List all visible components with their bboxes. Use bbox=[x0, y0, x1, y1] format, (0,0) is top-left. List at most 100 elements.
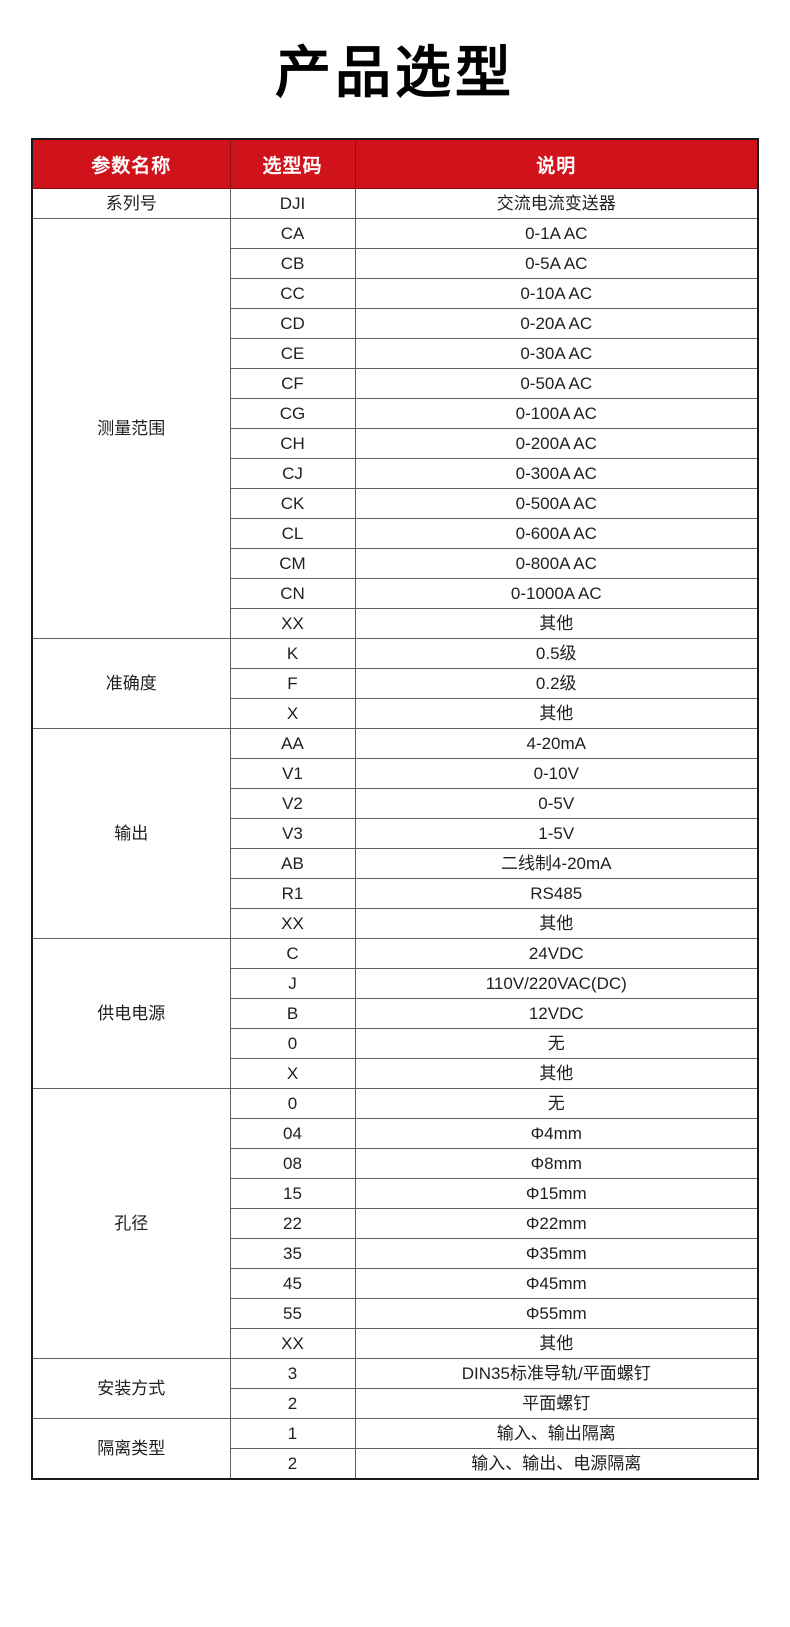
description-cell: 交流电流变送器 bbox=[354, 188, 759, 220]
table-row: AB 二线制4-20mA bbox=[32, 848, 759, 880]
table-row: 孔径 0 无 bbox=[31, 1088, 759, 1360]
selection-code-cell: CA bbox=[229, 218, 356, 250]
description-cell: 1-5V bbox=[354, 818, 759, 850]
table-row: CD 0-20A AC bbox=[32, 308, 759, 340]
table-row: 35 Φ35mm bbox=[32, 1238, 759, 1270]
table-row: CB 0-5A AC bbox=[32, 248, 759, 280]
param-name-cell: 系列号 bbox=[31, 188, 231, 220]
table-row: 输出 AA 4-20mA bbox=[31, 728, 759, 940]
description-cell: 0-50A AC bbox=[354, 368, 759, 400]
selection-code-cell: 15 bbox=[229, 1178, 356, 1210]
selection-code-cell: 1 bbox=[229, 1418, 356, 1450]
table-row: R1 RS485 bbox=[32, 878, 759, 910]
selection-code-cell: 22 bbox=[229, 1208, 356, 1240]
selection-code-cell: AB bbox=[229, 848, 356, 880]
table-row: 准确度 K 0.5级 bbox=[31, 638, 759, 730]
selection-code-cell: CC bbox=[229, 278, 356, 310]
selection-code-cell: CB bbox=[229, 248, 356, 280]
selection-code-cell: 0 bbox=[229, 1028, 356, 1060]
description-cell: 其他 bbox=[354, 1328, 759, 1360]
param-name-cell: 隔离类型 bbox=[31, 1418, 231, 1480]
table-row: J 110V/220VAC(DC) bbox=[32, 968, 759, 1000]
description-cell: 平面螺钉 bbox=[354, 1388, 759, 1420]
param-name-cell: 安装方式 bbox=[31, 1358, 231, 1420]
selection-code-cell: 08 bbox=[229, 1148, 356, 1180]
selection-code-cell: CN bbox=[229, 578, 356, 610]
table-row: 隔离类型 1 输入、输出隔离 bbox=[31, 1418, 759, 1480]
table-row: B 12VDC bbox=[32, 998, 759, 1030]
description-cell: 0-500A AC bbox=[354, 488, 759, 520]
param-name-cell: 测量范围 bbox=[31, 218, 231, 640]
description-cell: 0-10A AC bbox=[354, 278, 759, 310]
param-name-cell: 孔径 bbox=[31, 1088, 231, 1360]
table-row: X 其他 bbox=[32, 1058, 759, 1090]
selection-code-cell: XX bbox=[229, 908, 356, 940]
table-row: CJ 0-300A AC bbox=[32, 458, 759, 490]
description-cell: 其他 bbox=[354, 608, 759, 640]
table-row: CH 0-200A AC bbox=[32, 428, 759, 460]
table-row: 测量范围 CA 0-1A AC bbox=[31, 218, 759, 640]
table-row: 04 Φ4mm bbox=[32, 1118, 759, 1150]
description-cell: Φ55mm bbox=[354, 1298, 759, 1330]
description-cell: 110V/220VAC(DC) bbox=[354, 968, 759, 1000]
description-cell: Φ22mm bbox=[354, 1208, 759, 1240]
param-name-cell: 供电电源 bbox=[31, 938, 231, 1090]
selection-code-cell: XX bbox=[229, 1328, 356, 1360]
description-cell: DIN35标准导轨/平面螺钉 bbox=[354, 1358, 759, 1390]
description-cell: 0-20A AC bbox=[354, 308, 759, 340]
description-cell: RS485 bbox=[354, 878, 759, 910]
table-row: 55 Φ55mm bbox=[32, 1298, 759, 1330]
header-param-name: 参数名称 bbox=[31, 138, 231, 190]
selection-code-cell: V2 bbox=[229, 788, 356, 820]
description-cell: 0-1A AC bbox=[354, 218, 759, 250]
table-row: CN 0-1000A AC bbox=[32, 578, 759, 610]
selection-code-cell: 35 bbox=[229, 1238, 356, 1270]
description-cell: 0.5级 bbox=[354, 638, 759, 670]
selection-code-cell: R1 bbox=[229, 878, 356, 910]
selection-code-cell: 2 bbox=[229, 1448, 356, 1480]
description-cell: 无 bbox=[354, 1028, 759, 1060]
table-row: V3 1-5V bbox=[32, 818, 759, 850]
param-name-cell: 准确度 bbox=[31, 638, 231, 730]
description-cell: Φ15mm bbox=[354, 1178, 759, 1210]
selection-code-cell: 0 bbox=[229, 1088, 356, 1120]
selection-code-cell: CM bbox=[229, 548, 356, 580]
description-cell: 0.2级 bbox=[354, 668, 759, 700]
selection-code-cell: CL bbox=[229, 518, 356, 550]
table-row: XX 其他 bbox=[32, 1328, 759, 1360]
description-cell: 12VDC bbox=[354, 998, 759, 1030]
table-header-row: 参数名称 选型码 说明 bbox=[31, 138, 759, 190]
description-cell: 4-20mA bbox=[354, 728, 759, 760]
table-row: CL 0-600A AC bbox=[32, 518, 759, 550]
description-cell: 其他 bbox=[354, 908, 759, 940]
description-cell: 0-5V bbox=[354, 788, 759, 820]
selection-code-cell: 2 bbox=[229, 1388, 356, 1420]
selection-code-cell: V1 bbox=[229, 758, 356, 790]
description-cell: 其他 bbox=[354, 1058, 759, 1090]
table-row: CG 0-100A AC bbox=[32, 398, 759, 430]
table-row: CC 0-10A AC bbox=[32, 278, 759, 310]
selection-code-cell: K bbox=[229, 638, 356, 670]
table-row: CF 0-50A AC bbox=[32, 368, 759, 400]
selection-code-cell: 04 bbox=[229, 1118, 356, 1150]
description-cell: 0-600A AC bbox=[354, 518, 759, 550]
table-row: 供电电源 C 24VDC bbox=[31, 938, 759, 1090]
header-description: 说明 bbox=[354, 138, 759, 190]
selection-code-cell: B bbox=[229, 998, 356, 1030]
description-cell: 0-100A AC bbox=[354, 398, 759, 430]
description-cell: 0-200A AC bbox=[354, 428, 759, 460]
description-cell: 其他 bbox=[354, 698, 759, 730]
selection-code-cell: C bbox=[229, 938, 356, 970]
header-selection-code: 选型码 bbox=[229, 138, 356, 190]
description-cell: 0-5A AC bbox=[354, 248, 759, 280]
table-row: 2 输入、输出、电源隔离 bbox=[32, 1448, 759, 1480]
description-cell: 无 bbox=[354, 1088, 759, 1120]
description-cell: Φ45mm bbox=[354, 1268, 759, 1300]
selection-code-cell: DJI bbox=[229, 188, 356, 220]
selection-code-cell: 45 bbox=[229, 1268, 356, 1300]
description-cell: 24VDC bbox=[354, 938, 759, 970]
param-name-cell: 输出 bbox=[31, 728, 231, 940]
product-selection-table: 参数名称 选型码 说明 系列号 DJI 交流电流变送器 测量范围 CA 0-1A AC CB… bbox=[31, 138, 759, 1481]
selection-code-cell: 55 bbox=[229, 1298, 356, 1330]
